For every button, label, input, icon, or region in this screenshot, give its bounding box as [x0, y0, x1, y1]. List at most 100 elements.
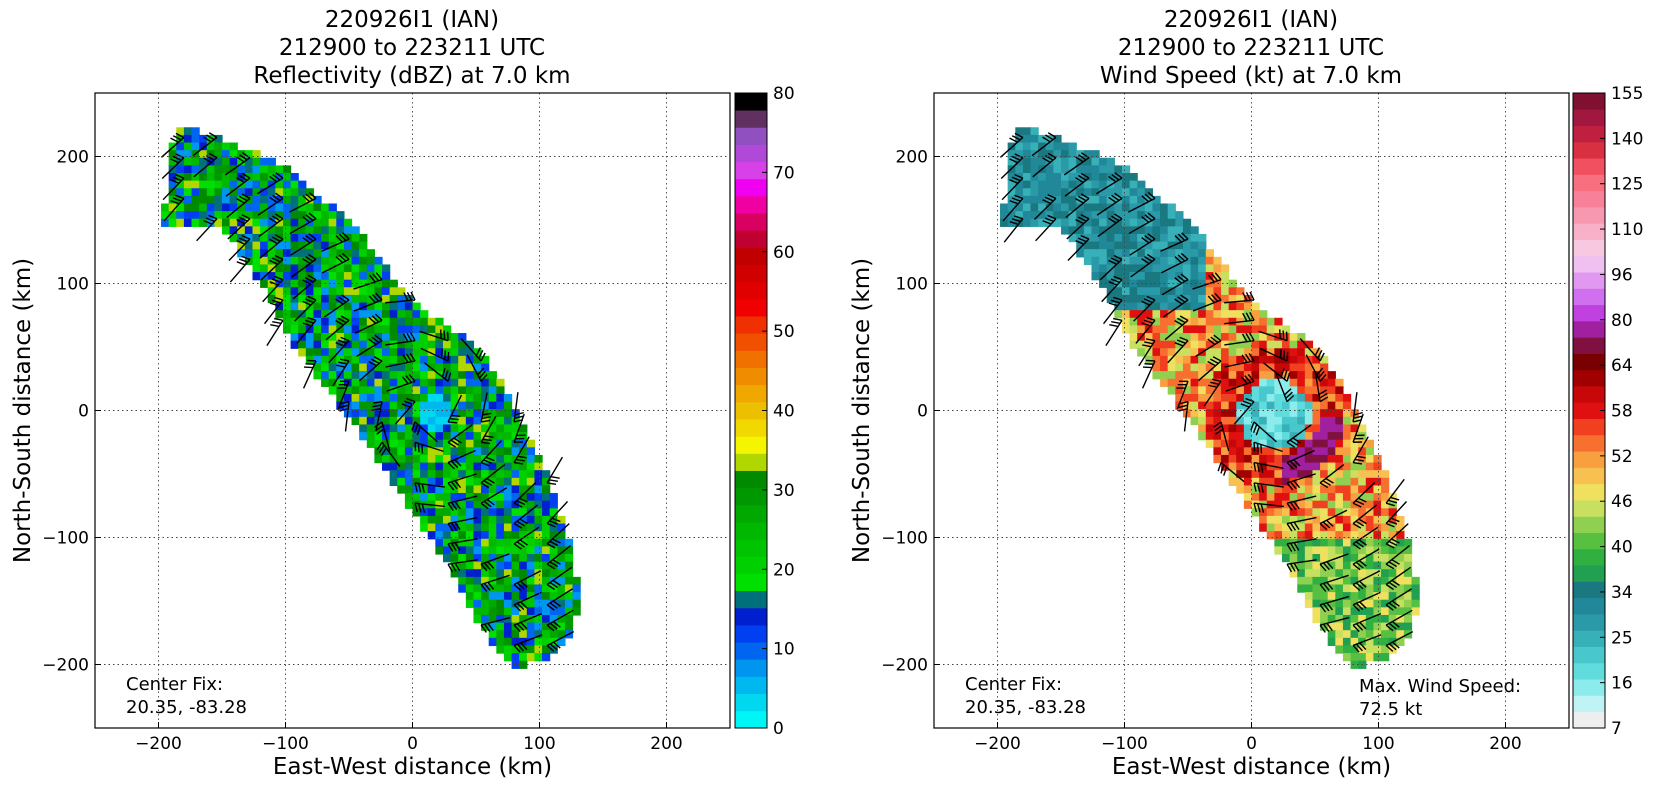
- heatmap-cell: [1358, 508, 1367, 517]
- wind-barb-shaft: [1224, 339, 1255, 346]
- heatmap-cell: [1373, 485, 1382, 494]
- wind-barb-flag: [1207, 338, 1216, 345]
- wind-barb-shaft: [1133, 299, 1156, 322]
- heatmap-cell: [465, 371, 475, 380]
- heatmap-cell: [542, 630, 551, 639]
- heatmap-cell: [534, 508, 543, 517]
- wind-barb-shaft: [1385, 523, 1409, 545]
- heatmap-cell: [282, 226, 292, 235]
- chart-title-line-2: 212900 to 223211 UTC: [279, 35, 545, 61]
- heatmap-cell: [542, 637, 551, 647]
- wind-barb-shaft: [196, 218, 218, 242]
- wind-barb-flag: [549, 520, 559, 525]
- wind-barb: [229, 255, 251, 283]
- wind-barb-flag: [1108, 196, 1117, 203]
- heatmap-cell: [237, 157, 246, 166]
- wind-barb: [1352, 613, 1382, 633]
- wind-barb-flag: [447, 482, 455, 491]
- heatmap-cell: [1190, 272, 1199, 281]
- wind-barb-flag: [513, 583, 522, 591]
- heatmap-cell: [526, 592, 536, 601]
- heatmap-cell: [374, 432, 383, 441]
- heatmap-cell: [557, 630, 566, 639]
- wind-barb: [1233, 397, 1255, 425]
- heatmap-cell: [420, 485, 429, 494]
- heatmap-cell: [435, 378, 444, 387]
- colorbar-swatch: [735, 522, 767, 540]
- heatmap-cell: [1381, 561, 1390, 570]
- heatmap-cell: [404, 447, 414, 456]
- wind-barb-shaft: [546, 631, 575, 647]
- heatmap-cell: [252, 264, 261, 273]
- heatmap-cell: [1213, 317, 1222, 327]
- heatmap-cell: [1350, 607, 1359, 616]
- heatmap-cell: [1091, 203, 1100, 212]
- wind-barb: [1002, 194, 1024, 222]
- heatmap-cell: [1228, 393, 1237, 403]
- wind-barb-flag: [1180, 294, 1189, 301]
- heatmap-cell: [290, 180, 299, 189]
- heatmap-cell: [465, 523, 475, 532]
- heatmap-cell: [503, 576, 513, 586]
- wind-barb-flag: [335, 235, 343, 243]
- colorbar-swatch: [1573, 353, 1605, 371]
- heatmap-cell: [1342, 447, 1352, 456]
- wind-barb-flag: [1011, 197, 1021, 202]
- heatmap-cell: [366, 378, 375, 387]
- heatmap-cell: [1350, 470, 1359, 479]
- heatmap-cell: [1083, 165, 1093, 174]
- heatmap-cell: [1281, 416, 1291, 426]
- heatmap-cell: [488, 554, 497, 563]
- heatmap-cell: [511, 462, 520, 471]
- heatmap-cell: [420, 432, 429, 441]
- heatmap-cell: [1144, 211, 1154, 220]
- heatmap-cell: [435, 523, 444, 532]
- wind-barb-flag: [341, 252, 350, 260]
- wind-barb: [1352, 436, 1369, 465]
- heatmap-cell: [366, 371, 375, 380]
- heatmap-cell: [275, 241, 284, 250]
- wind-barb: [1133, 295, 1156, 322]
- heatmap-cell: [1281, 546, 1291, 555]
- heatmap-cell: [503, 523, 513, 532]
- heatmap-cell: [229, 226, 238, 235]
- wind-barb-flag: [406, 332, 413, 342]
- heatmap-cell: [313, 272, 322, 281]
- heatmap-cell: [290, 233, 299, 243]
- wind-barb-flag: [1326, 581, 1334, 590]
- heatmap-cell: [389, 363, 398, 372]
- heatmap-cell: [542, 531, 551, 540]
- wind-barb-shaft: [259, 238, 284, 259]
- heatmap-cell: [351, 272, 360, 281]
- heatmap-cell: [1335, 546, 1344, 555]
- heatmap-cell: [488, 531, 497, 540]
- heatmap-cell: [557, 561, 566, 570]
- heatmap-cell: [1274, 386, 1283, 395]
- wind-barb-flag: [1326, 561, 1334, 569]
- heatmap-cell: [1198, 256, 1207, 266]
- heatmap-cell: [290, 340, 299, 349]
- heatmap-cell: [1297, 454, 1306, 464]
- heatmap-cell: [374, 409, 383, 418]
- wind-barb-flag: [376, 428, 385, 435]
- heatmap-cell: [564, 538, 574, 547]
- wind-barb: [1031, 132, 1057, 157]
- colorbar-swatch: [1573, 337, 1605, 354]
- heatmap-cell: [1365, 554, 1375, 563]
- heatmap-cell: [1251, 493, 1260, 502]
- heatmap-cell: [1358, 622, 1367, 631]
- heatmap-cell: [496, 454, 505, 464]
- heatmap-cell: [389, 462, 398, 471]
- heatmap-cell: [1297, 371, 1306, 380]
- heatmap-cell: [1213, 416, 1222, 426]
- heatmap-cell: [1190, 401, 1199, 410]
- heatmap-cell: [427, 523, 436, 532]
- heatmap-cell: [267, 195, 276, 205]
- heatmap-cell: [1030, 173, 1039, 182]
- heatmap-cell: [282, 211, 292, 220]
- colorbar-swatch: [1573, 614, 1605, 631]
- heatmap-cell: [397, 363, 406, 372]
- wind-barb-flag: [1326, 519, 1334, 527]
- heatmap-cell: [222, 142, 231, 151]
- heatmap-cell: [199, 195, 208, 205]
